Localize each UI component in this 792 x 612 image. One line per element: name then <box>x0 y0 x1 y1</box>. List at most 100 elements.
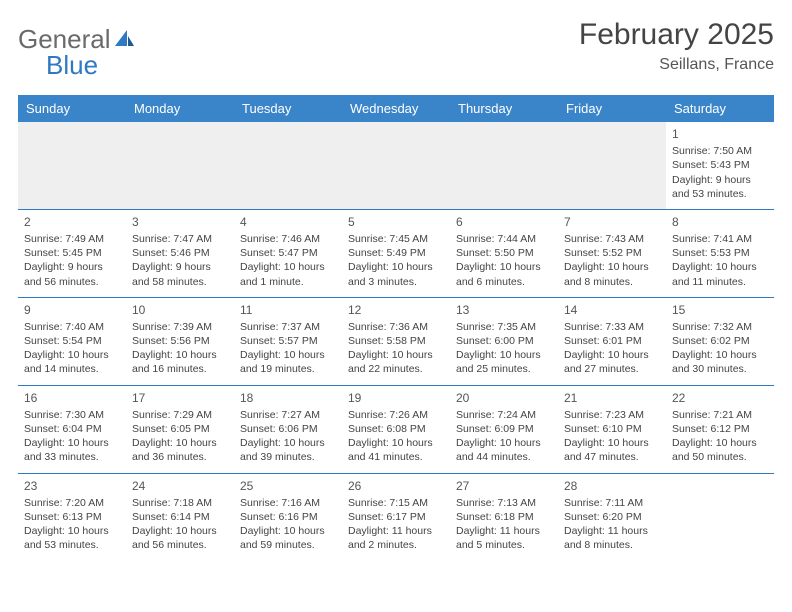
daylight-line: Daylight: 10 hours <box>564 436 660 450</box>
sunset-line: Sunset: 6:12 PM <box>672 422 768 436</box>
sunrise-line: Sunrise: 7:45 AM <box>348 232 444 246</box>
calendar-row: 16Sunrise: 7:30 AMSunset: 6:04 PMDayligh… <box>18 385 774 473</box>
daylight-line: and 50 minutes. <box>672 450 768 464</box>
calendar-cell: 7Sunrise: 7:43 AMSunset: 5:52 PMDaylight… <box>558 209 666 297</box>
page-title: February 2025 <box>579 18 774 52</box>
day-number: 27 <box>456 478 552 494</box>
day-number: 5 <box>348 214 444 230</box>
sunrise-line: Sunrise: 7:43 AM <box>564 232 660 246</box>
day-number: 8 <box>672 214 768 230</box>
calendar-cell: 26Sunrise: 7:15 AMSunset: 6:17 PMDayligh… <box>342 473 450 560</box>
daylight-line: Daylight: 10 hours <box>348 260 444 274</box>
calendar-cell: 18Sunrise: 7:27 AMSunset: 6:06 PMDayligh… <box>234 385 342 473</box>
calendar-cell: 21Sunrise: 7:23 AMSunset: 6:10 PMDayligh… <box>558 385 666 473</box>
daylight-line: and 53 minutes. <box>672 187 768 201</box>
daylight-line: Daylight: 10 hours <box>672 436 768 450</box>
daylight-line: Daylight: 10 hours <box>240 260 336 274</box>
daylight-line: and 56 minutes. <box>24 275 120 289</box>
sunrise-line: Sunrise: 7:20 AM <box>24 496 120 510</box>
day-number: 28 <box>564 478 660 494</box>
col-sunday: Sunday <box>18 95 126 122</box>
sunset-line: Sunset: 5:45 PM <box>24 246 120 260</box>
sunrise-line: Sunrise: 7:15 AM <box>348 496 444 510</box>
day-number: 11 <box>240 302 336 318</box>
daylight-line: and 1 minute. <box>240 275 336 289</box>
daylight-line: Daylight: 10 hours <box>132 436 228 450</box>
sunrise-line: Sunrise: 7:26 AM <box>348 408 444 422</box>
sunset-line: Sunset: 5:46 PM <box>132 246 228 260</box>
sunrise-line: Sunrise: 7:27 AM <box>240 408 336 422</box>
title-block: February 2025 Seillans, France <box>579 18 774 74</box>
day-number: 12 <box>348 302 444 318</box>
sunset-line: Sunset: 6:16 PM <box>240 510 336 524</box>
sunset-line: Sunset: 5:57 PM <box>240 334 336 348</box>
calendar-body: 1Sunrise: 7:50 AMSunset: 5:43 PMDaylight… <box>18 122 774 560</box>
sunrise-line: Sunrise: 7:39 AM <box>132 320 228 334</box>
sunset-line: Sunset: 5:49 PM <box>348 246 444 260</box>
daylight-line: Daylight: 10 hours <box>564 260 660 274</box>
daylight-line: and 19 minutes. <box>240 362 336 376</box>
sunset-line: Sunset: 6:13 PM <box>24 510 120 524</box>
day-number: 24 <box>132 478 228 494</box>
calendar-cell: 6Sunrise: 7:44 AMSunset: 5:50 PMDaylight… <box>450 209 558 297</box>
calendar-cell: 2Sunrise: 7:49 AMSunset: 5:45 PMDaylight… <box>18 209 126 297</box>
daylight-line: Daylight: 10 hours <box>456 348 552 362</box>
day-number: 16 <box>24 390 120 406</box>
daylight-line: Daylight: 9 hours <box>672 173 768 187</box>
sunrise-line: Sunrise: 7:32 AM <box>672 320 768 334</box>
daylight-line: and 39 minutes. <box>240 450 336 464</box>
sunrise-line: Sunrise: 7:30 AM <box>24 408 120 422</box>
calendar-cell <box>666 473 774 560</box>
sunset-line: Sunset: 6:01 PM <box>564 334 660 348</box>
daylight-line: and 27 minutes. <box>564 362 660 376</box>
daylight-line: Daylight: 10 hours <box>456 260 552 274</box>
sunrise-line: Sunrise: 7:13 AM <box>456 496 552 510</box>
daylight-line: and 59 minutes. <box>240 538 336 552</box>
sunset-line: Sunset: 6:04 PM <box>24 422 120 436</box>
day-number: 15 <box>672 302 768 318</box>
day-number: 21 <box>564 390 660 406</box>
day-number: 3 <box>132 214 228 230</box>
daylight-line: and 44 minutes. <box>456 450 552 464</box>
calendar-cell: 11Sunrise: 7:37 AMSunset: 5:57 PMDayligh… <box>234 297 342 385</box>
daylight-line: and 30 minutes. <box>672 362 768 376</box>
col-saturday: Saturday <box>666 95 774 122</box>
sunset-line: Sunset: 5:47 PM <box>240 246 336 260</box>
day-number: 9 <box>24 302 120 318</box>
sunrise-line: Sunrise: 7:35 AM <box>456 320 552 334</box>
calendar-cell: 10Sunrise: 7:39 AMSunset: 5:56 PMDayligh… <box>126 297 234 385</box>
calendar-cell: 27Sunrise: 7:13 AMSunset: 6:18 PMDayligh… <box>450 473 558 560</box>
daylight-line: Daylight: 10 hours <box>24 524 120 538</box>
calendar-cell: 19Sunrise: 7:26 AMSunset: 6:08 PMDayligh… <box>342 385 450 473</box>
sunset-line: Sunset: 6:10 PM <box>564 422 660 436</box>
sunset-line: Sunset: 5:52 PM <box>564 246 660 260</box>
daylight-line: Daylight: 10 hours <box>240 524 336 538</box>
daylight-line: Daylight: 10 hours <box>24 348 120 362</box>
col-thursday: Thursday <box>450 95 558 122</box>
calendar-cell <box>342 122 450 209</box>
calendar-cell: 28Sunrise: 7:11 AMSunset: 6:20 PMDayligh… <box>558 473 666 560</box>
daylight-line: Daylight: 9 hours <box>132 260 228 274</box>
sunrise-line: Sunrise: 7:16 AM <box>240 496 336 510</box>
daylight-line: Daylight: 10 hours <box>132 524 228 538</box>
sunset-line: Sunset: 6:20 PM <box>564 510 660 524</box>
sunrise-line: Sunrise: 7:40 AM <box>24 320 120 334</box>
calendar-cell <box>18 122 126 209</box>
daylight-line: and 5 minutes. <box>456 538 552 552</box>
sunrise-line: Sunrise: 7:24 AM <box>456 408 552 422</box>
daylight-line: Daylight: 9 hours <box>24 260 120 274</box>
calendar-cell: 4Sunrise: 7:46 AMSunset: 5:47 PMDaylight… <box>234 209 342 297</box>
daylight-line: and 8 minutes. <box>564 275 660 289</box>
sunset-line: Sunset: 6:14 PM <box>132 510 228 524</box>
calendar-cell: 12Sunrise: 7:36 AMSunset: 5:58 PMDayligh… <box>342 297 450 385</box>
daylight-line: Daylight: 10 hours <box>24 436 120 450</box>
daylight-line: and 25 minutes. <box>456 362 552 376</box>
sunset-line: Sunset: 6:02 PM <box>672 334 768 348</box>
sunset-line: Sunset: 5:58 PM <box>348 334 444 348</box>
col-tuesday: Tuesday <box>234 95 342 122</box>
page-subtitle: Seillans, France <box>579 56 774 74</box>
col-monday: Monday <box>126 95 234 122</box>
calendar-cell: 22Sunrise: 7:21 AMSunset: 6:12 PMDayligh… <box>666 385 774 473</box>
day-number: 6 <box>456 214 552 230</box>
calendar-head: Sunday Monday Tuesday Wednesday Thursday… <box>18 95 774 122</box>
